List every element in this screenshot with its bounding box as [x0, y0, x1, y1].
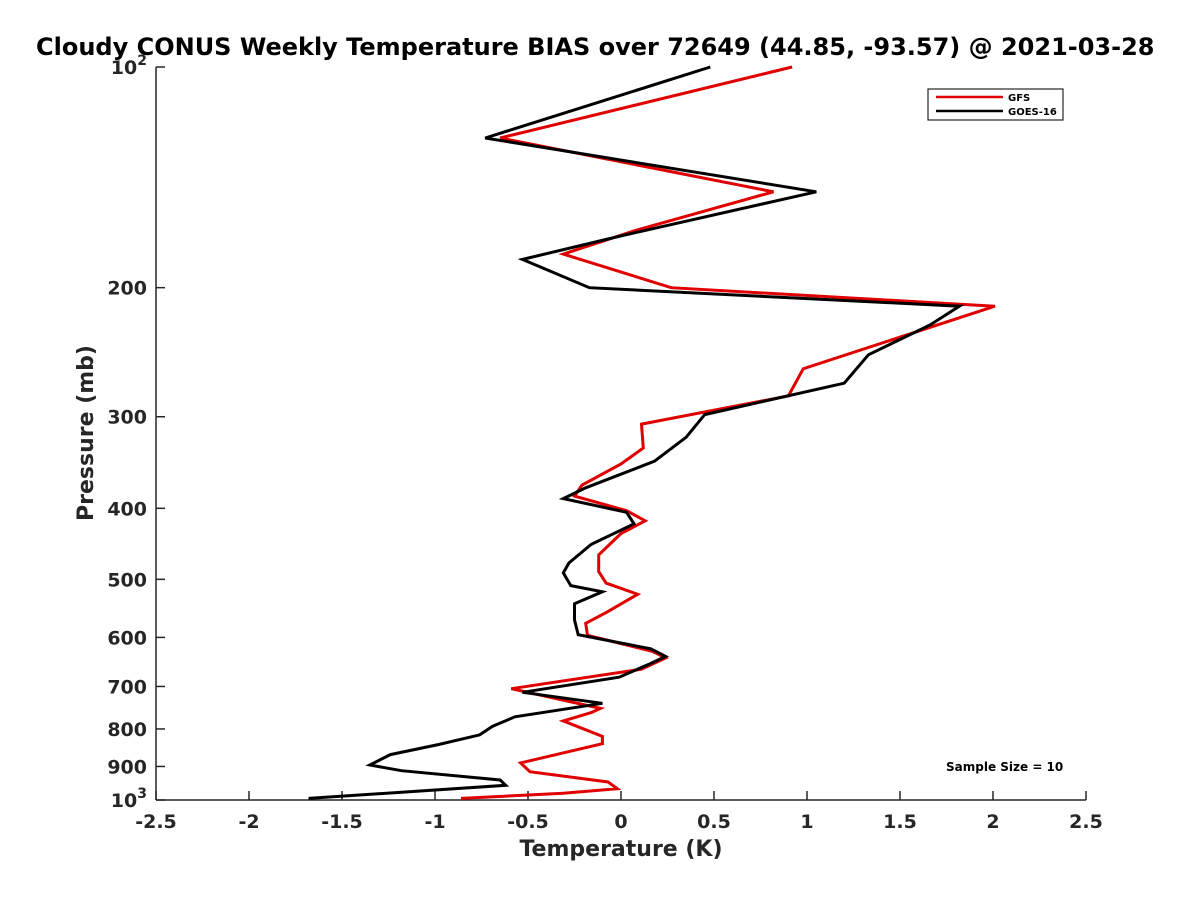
x-tick-label: -2: [238, 811, 259, 833]
legend-label-gfs: GFS: [1008, 93, 1030, 104]
y-tick-label: 300: [107, 407, 147, 429]
x-tick-label: 1: [800, 811, 813, 833]
y-axis-label: Pressure (mb): [74, 345, 99, 521]
y-tick-label: 103: [111, 786, 147, 812]
x-tick-label: 2: [986, 811, 999, 833]
y-tick-label: 700: [107, 676, 147, 698]
series-line-goes16: [308, 65, 965, 800]
legend: GFS GOES-16: [927, 88, 1064, 121]
x-tick-label: -0.5: [507, 811, 549, 833]
x-tick-label: -1: [424, 811, 445, 833]
x-axis-label: Temperature (K): [519, 837, 722, 862]
y-ticks: 102 200 300 400 500 600 700 800 900 103: [107, 53, 165, 812]
y-tick-label: 800: [107, 719, 147, 741]
chart-title: Cloudy CONUS Weekly Temperature BIAS ove…: [36, 33, 1154, 61]
x-tick-label: 0: [614, 811, 627, 833]
y-tick-label: 600: [107, 627, 147, 649]
y-tick-label: 200: [107, 278, 147, 300]
x-tick-label: 1.5: [883, 811, 917, 833]
x-tick-label: -1.5: [321, 811, 363, 833]
series-line-gfs: [460, 65, 996, 800]
x-tick-label: 0.5: [697, 811, 731, 833]
y-tick-label: 102: [111, 53, 147, 79]
x-tick-label: -2.5: [135, 811, 177, 833]
series-lines: [308, 65, 996, 800]
legend-box: [927, 88, 1064, 121]
y-tick-label: 900: [107, 756, 147, 778]
sample-size-annotation: Sample Size = 10: [946, 760, 1063, 774]
x-ticks: -2.5 -2 -1.5 -1 -0.5 0 0.5 1 1.5 2 2.5: [135, 791, 1103, 833]
legend-label-goes16: GOES-16: [1008, 107, 1057, 118]
y-tick-label: 400: [107, 498, 147, 520]
y-tick-label: 500: [107, 569, 147, 591]
x-tick-label: 2.5: [1069, 811, 1103, 833]
